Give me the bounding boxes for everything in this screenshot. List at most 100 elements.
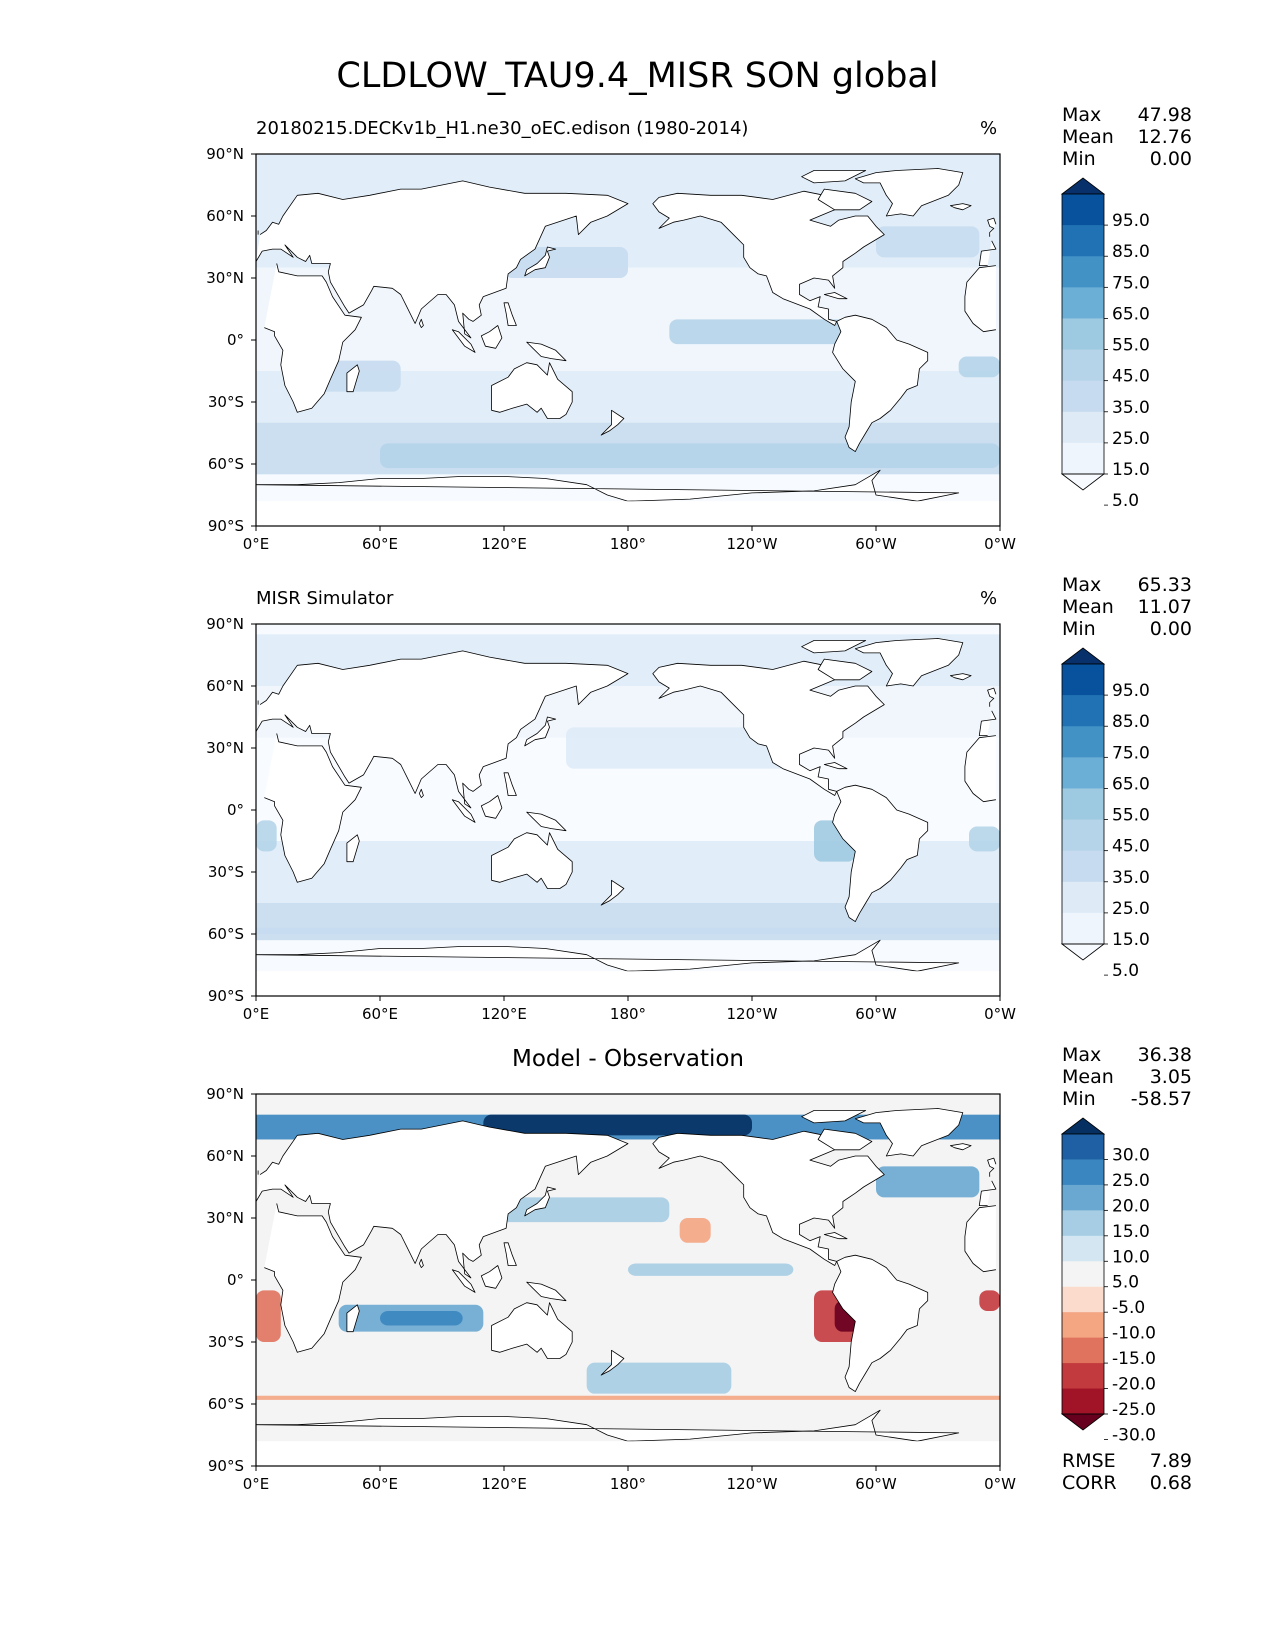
- corr-label: CORR: [1062, 1472, 1117, 1494]
- colorbar-swatch: [1062, 881, 1104, 914]
- colorbar-swatch: [1062, 1235, 1104, 1262]
- coastline-japan: [524, 716, 557, 747]
- colorbar-swatch: [1062, 1159, 1104, 1186]
- coastline-britain: [257, 1157, 997, 1177]
- colorbar-label: 15.0: [1112, 1222, 1150, 1242]
- colorbar-swatch: [1062, 1312, 1104, 1339]
- coastline-iceland: [950, 1143, 972, 1151]
- colorbar-swatch: [1062, 349, 1104, 382]
- colorbar-label: -20.0: [1112, 1375, 1156, 1395]
- coastlines: [255, 638, 997, 972]
- field-patch: [256, 927, 1000, 941]
- colorbar-swatch: [1062, 726, 1104, 758]
- stat-min: -58.57: [1130, 1088, 1192, 1110]
- colorbar-label: 10.0: [1112, 1247, 1150, 1267]
- coastline-iceland: [950, 673, 972, 681]
- lon-label: 60°E: [362, 1475, 398, 1493]
- lon-label: 180°: [610, 1005, 646, 1023]
- colorbar-label: 35.0: [1112, 398, 1150, 418]
- coastline-greenland: [854, 638, 964, 687]
- colorbar-label: 15.0: [1112, 930, 1150, 950]
- lat-label: 60°N: [206, 677, 244, 695]
- lon-label: 0°W: [984, 1005, 1016, 1023]
- coastline-borneo: [480, 795, 503, 819]
- stat-mean: 3.05: [1149, 1066, 1192, 1088]
- field-patch: [979, 1290, 1000, 1311]
- colorbar-swatch: [1062, 757, 1104, 789]
- colorbar-swatch: [1062, 819, 1104, 852]
- figure-title: CLDLOW_TAU9.4_MISR SON global: [336, 56, 939, 96]
- lat-label: 90°N: [206, 1085, 244, 1103]
- coastline-australia: [491, 1302, 573, 1359]
- coastline-srilanka: [418, 318, 424, 328]
- stat-min-label: Min: [1062, 148, 1096, 170]
- colorbar-swatch: [1062, 225, 1104, 257]
- coastline-srilanka: [418, 1258, 424, 1268]
- coastline-britain: [257, 217, 997, 237]
- lat-label: 60°S: [208, 1395, 244, 1413]
- coastline-australia: [491, 362, 573, 419]
- coastline-africa: [264, 733, 996, 883]
- coastline-madagascar: [346, 364, 360, 393]
- lon-label: 60°E: [362, 535, 398, 553]
- coastline-africa: [264, 263, 996, 413]
- coastline-samerica: [832, 1254, 929, 1392]
- coastline-australia: [491, 832, 573, 889]
- coastline-philippines: [503, 302, 517, 326]
- lon-label: 0°E: [243, 1475, 270, 1493]
- colorbar-label: 5.0: [1112, 491, 1139, 511]
- coastline-namerica: [652, 1130, 885, 1266]
- coastline-eurasia: [255, 1120, 997, 1279]
- coastline-borneo: [480, 325, 503, 349]
- lon-label: 180°: [610, 1475, 646, 1493]
- corr-value: 0.68: [1149, 1472, 1192, 1494]
- coastline-africa: [264, 1203, 996, 1353]
- lat-label: 90°N: [206, 615, 244, 633]
- coastline-sumatra: [451, 1269, 476, 1293]
- coastline-newguinea: [526, 811, 567, 832]
- coastline-sumatra: [451, 799, 476, 823]
- stat-max: 36.38: [1137, 1044, 1192, 1066]
- colorbar-label: 75.0: [1112, 273, 1150, 293]
- coastline-cuba: [823, 1232, 848, 1240]
- antarctica-fill: [256, 971, 1000, 996]
- coastline-britain: [257, 687, 997, 707]
- lat-label: 30°S: [208, 1333, 244, 1351]
- antarctica-fill: [256, 501, 1000, 526]
- colorbar-swatch: [1062, 1337, 1104, 1364]
- coastline-nz: [600, 879, 625, 906]
- colorbar-frame: [1061, 1133, 1105, 1415]
- stat-max: 47.98: [1137, 104, 1192, 126]
- coastline-madagascar: [346, 834, 360, 863]
- colorbar-swatch: [1062, 194, 1104, 226]
- lon-label: 120°E: [481, 1475, 527, 1493]
- lat-label: 30°N: [206, 739, 244, 757]
- coastlines: [255, 168, 997, 502]
- field-patch: [876, 226, 980, 258]
- coastline-baffin: [817, 1128, 873, 1151]
- stat-min: 0.00: [1149, 618, 1192, 640]
- units-label: %: [980, 118, 998, 139]
- coastline-nz: [600, 1349, 625, 1376]
- field-patch: [679, 1218, 711, 1243]
- colorbar-label: 35.0: [1112, 868, 1150, 888]
- lon-label: 120°E: [481, 535, 527, 553]
- coastline-ellesmere: [801, 170, 867, 184]
- colorbar-label: 65.0: [1112, 304, 1150, 324]
- colorbar-swatch: [1062, 1210, 1104, 1237]
- lat-label: 90°S: [208, 987, 244, 1005]
- colorbar-swatch: [1062, 318, 1104, 351]
- colorbar-swatch: [1062, 380, 1104, 413]
- colorbar-label: 5.0: [1112, 1273, 1139, 1293]
- colorbar-extend-top: [1060, 647, 1106, 665]
- coastline-nz: [600, 409, 625, 436]
- colorbar-label: 95.0: [1112, 681, 1150, 701]
- colorbar-frame: [1061, 193, 1105, 475]
- stat-mean-label: Mean: [1062, 126, 1114, 148]
- colorbar-swatch: [1062, 287, 1104, 319]
- map-plot: 90°N 60°N 30°N 0° 30°S 60°S 90°S0°E 60°E 120°E 18…: [206, 1085, 1156, 1493]
- colorbar-label: -25.0: [1112, 1400, 1156, 1420]
- stat-max-label: Max: [1062, 104, 1102, 126]
- stat-max: 65.33: [1137, 574, 1192, 596]
- panel-subtitle: Model - Observation: [511, 1046, 745, 1072]
